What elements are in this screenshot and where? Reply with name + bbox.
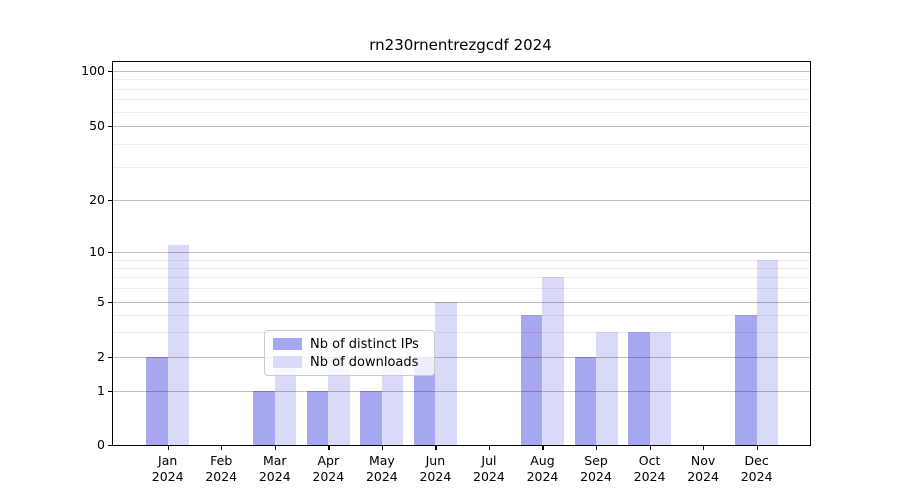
bar-distinct-ips-sep bbox=[574, 357, 597, 445]
bar-distinct-ips-jun bbox=[413, 357, 436, 445]
xtick-label-apr: Apr 2024 bbox=[312, 453, 345, 484]
plot-area: 0 1 2 5 10 20 50 100 Jan 2024 Feb 2024 Mar 2024 Apr… bbox=[81, 61, 811, 484]
bar-downloads-mar bbox=[274, 357, 297, 445]
gridline-1 bbox=[113, 390, 810, 392]
xtick-mark-feb bbox=[221, 446, 223, 450]
ytick-mark-100 bbox=[108, 70, 112, 72]
xtick-label-oct: Oct 2024 bbox=[633, 453, 666, 484]
ytick-label-2: 2 bbox=[97, 349, 105, 364]
bar-distinct-ips-jan bbox=[146, 357, 168, 445]
xtick-label-sep: Sep 2024 bbox=[580, 453, 612, 484]
bar-distinct-ips-oct bbox=[628, 332, 650, 445]
ytick-mark-0 bbox=[108, 445, 112, 447]
legend-item-distinct-ips: Nb of distinct IPs bbox=[273, 337, 426, 352]
xtick-label-jan: Jan 2024 bbox=[151, 453, 184, 484]
gridline-5 bbox=[113, 301, 810, 303]
xtick-mark-aug bbox=[542, 446, 544, 450]
gridline-minor-6 bbox=[113, 288, 810, 290]
legend-item-downloads: Nb of downloads bbox=[273, 355, 426, 370]
gridline-100 bbox=[113, 70, 810, 72]
bar-downloads-dec bbox=[756, 259, 779, 445]
bar-downloads-sep bbox=[596, 332, 618, 445]
legend-swatch-distinct-ips bbox=[273, 338, 302, 350]
xtick-mark-may bbox=[381, 446, 384, 450]
bar-distinct-ips-dec bbox=[735, 315, 757, 445]
ytick-label-10: 10 bbox=[89, 244, 105, 259]
xtick-mark-jun bbox=[435, 446, 437, 450]
bar-downloads-oct bbox=[649, 332, 672, 445]
xtick-label-aug: Aug 2024 bbox=[526, 453, 559, 484]
ytick-mark-1 bbox=[108, 390, 112, 392]
gridline-minor-9 bbox=[113, 259, 810, 261]
bar-distinct-ips-apr bbox=[306, 390, 329, 445]
gridline-minor-80 bbox=[113, 88, 810, 90]
xtick-label-jun: Jun 2024 bbox=[419, 453, 452, 484]
gridline-minor-70 bbox=[113, 99, 810, 101]
ytick-mark-10 bbox=[108, 252, 112, 254]
gridline-minor-90 bbox=[113, 79, 810, 81]
gridline-10 bbox=[113, 252, 810, 253]
legend-label-downloads: Nb of downloads bbox=[310, 354, 419, 370]
bar-downloads-aug bbox=[542, 277, 564, 445]
gridline-50 bbox=[113, 126, 810, 128]
xtick-mark-nov bbox=[703, 446, 705, 450]
gridline-minor-60 bbox=[113, 111, 810, 113]
ytick-label-5: 5 bbox=[97, 293, 105, 309]
ytick-label-100: 100 bbox=[81, 62, 105, 78]
gridline-minor-7 bbox=[113, 277, 810, 279]
bar-distinct-ips-may bbox=[360, 390, 382, 445]
bar-downloads-apr bbox=[328, 357, 350, 445]
ytick-mark-2 bbox=[108, 357, 112, 359]
xtick-mark-dec bbox=[756, 446, 758, 450]
bar-downloads-jan bbox=[167, 244, 190, 445]
xtick-label-jul: Jul 2024 bbox=[473, 453, 505, 484]
xtick-label-may: May 2024 bbox=[365, 453, 398, 484]
xtick-label-feb: Feb 2024 bbox=[205, 453, 238, 484]
xtick-mark-sep bbox=[596, 446, 598, 450]
bar-downloads-may bbox=[381, 357, 404, 445]
xtick-mark-jan bbox=[167, 446, 169, 450]
gridline-2 bbox=[113, 357, 810, 358]
xtick-label-mar: Mar 2024 bbox=[258, 453, 291, 484]
ytick-mark-5 bbox=[108, 301, 112, 303]
chart-title: rn230rnentrezgcdf 2024 bbox=[369, 36, 552, 54]
xtick-label-dec: Dec 2024 bbox=[740, 453, 773, 484]
xtick-mark-jul bbox=[488, 446, 491, 450]
xtick-mark-mar bbox=[274, 446, 276, 450]
gridline-minor-8 bbox=[113, 267, 810, 269]
ytick-label-0: 0 bbox=[97, 437, 105, 452]
legend: Nb of distinct IPs Nb of downloads bbox=[264, 330, 435, 376]
bar-distinct-ips-mar bbox=[253, 390, 275, 445]
legend-swatch-downloads bbox=[273, 356, 302, 368]
bar-downloads-jun bbox=[435, 301, 457, 445]
ytick-label-50: 50 bbox=[89, 118, 105, 134]
legend-label-distinct-ips: Nb of distinct IPs bbox=[310, 336, 419, 352]
gridline-minor-30 bbox=[113, 167, 810, 169]
bar-distinct-ips-aug bbox=[520, 315, 543, 445]
gridline-minor-40 bbox=[113, 144, 810, 146]
xtick-mark-apr bbox=[328, 446, 330, 450]
gridline-minor-3 bbox=[113, 332, 810, 334]
xtick-mark-oct bbox=[649, 446, 651, 450]
ytick-mark-50 bbox=[108, 126, 112, 128]
ytick-label-20: 20 bbox=[89, 191, 105, 207]
gridline-20 bbox=[113, 199, 810, 201]
ytick-label-1: 1 bbox=[97, 382, 105, 398]
xtick-label-nov: Nov 2024 bbox=[687, 453, 719, 484]
ytick-mark-20 bbox=[108, 199, 112, 201]
gridline-minor-4 bbox=[113, 315, 810, 317]
